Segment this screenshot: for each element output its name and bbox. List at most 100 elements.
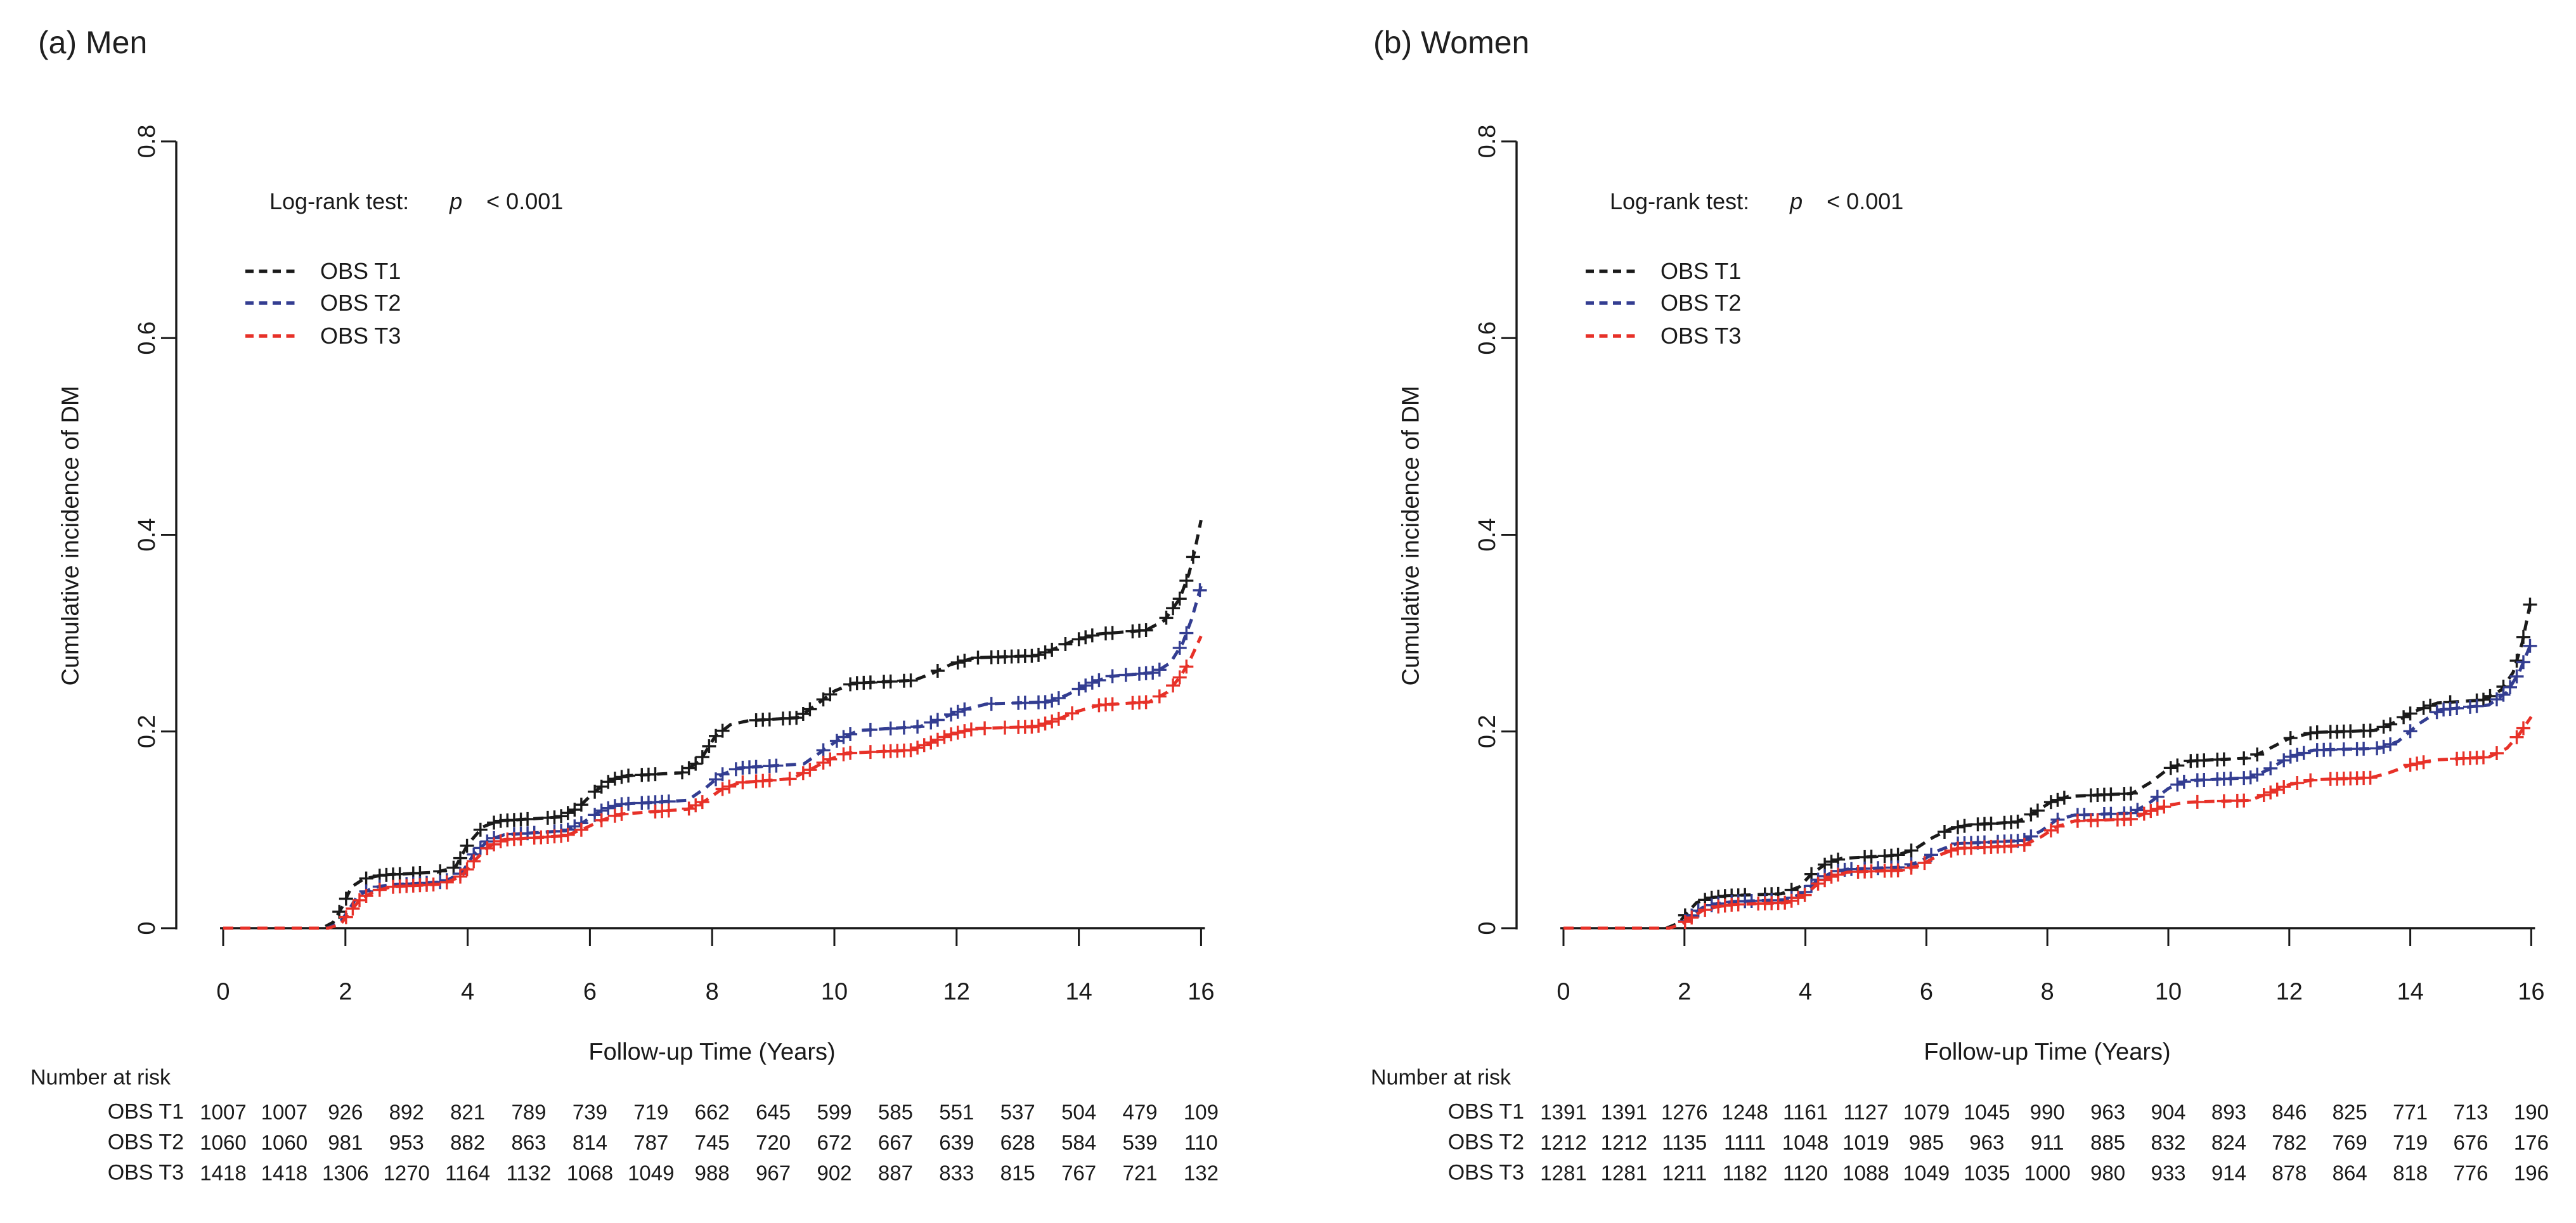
- panel-a-risk-heading: Number at risk: [30, 1065, 171, 1090]
- risk-value: 1120: [1783, 1162, 1828, 1185]
- panel-b-title: (b) Women: [1373, 25, 1530, 60]
- risk-value: 1088: [1842, 1162, 1889, 1185]
- logrank-p-symbol: p: [1790, 188, 1803, 214]
- curve-obs-t3: [1563, 716, 2533, 930]
- risk-value: 1276: [1661, 1101, 1707, 1124]
- censor-plus-path: [1678, 721, 2530, 929]
- censor-marks-obs-t2: [1678, 638, 2537, 928]
- x-tick-label: 2: [339, 978, 352, 1005]
- risk-value: 662: [695, 1101, 730, 1124]
- risk-value: 196: [2514, 1162, 2549, 1185]
- panel-b-y-axis-title: Cumulative incidence of DM: [1397, 385, 1425, 686]
- risk-value: 1000: [2024, 1162, 2070, 1185]
- risk-value: 769: [2333, 1131, 2367, 1155]
- censor-plus-path: [1678, 638, 2537, 928]
- risk-value: 963: [2090, 1101, 2125, 1124]
- risk-value: 833: [939, 1162, 974, 1185]
- y-tick-label: 0.8: [1474, 125, 1501, 159]
- risk-value: 110: [1184, 1131, 1218, 1155]
- risk-value: 825: [2333, 1101, 2367, 1124]
- x-tick-label: 4: [461, 978, 474, 1005]
- x-tick-label: 10: [2155, 978, 2182, 1005]
- risk-value: 892: [389, 1101, 424, 1124]
- panel-a-risk-row-label-t2: OBS T2: [107, 1130, 184, 1155]
- y-tick-label: 0.6: [1474, 321, 1501, 355]
- y-tick-label: 0.2: [134, 715, 160, 748]
- panel-a-title: (a) Men: [38, 25, 148, 60]
- risk-value: 719: [633, 1101, 668, 1124]
- risk-value: 787: [633, 1131, 668, 1155]
- panel-b-risk-row-label-t2: OBS T2: [1447, 1130, 1524, 1155]
- risk-value: 667: [878, 1131, 913, 1155]
- logrank-label: Log-rank test:: [1610, 188, 1750, 214]
- panel-b-logrank: Log-rank test: p < 0.001: [1610, 188, 1903, 215]
- y-tick-label: 0: [1474, 921, 1501, 935]
- risk-value: 985: [1909, 1131, 1944, 1155]
- risk-value: 821: [450, 1101, 485, 1124]
- risk-value: 815: [1000, 1162, 1035, 1185]
- risk-value: 1281: [1540, 1162, 1586, 1185]
- risk-value: 1068: [567, 1162, 613, 1185]
- risk-value: 720: [756, 1131, 791, 1155]
- risk-value: 1035: [1964, 1162, 2010, 1185]
- risk-value: 914: [2211, 1162, 2246, 1185]
- panel-a-legend-label-t3: OBS T3: [320, 323, 401, 349]
- risk-value: 1111: [1724, 1131, 1766, 1155]
- risk-value: 1418: [200, 1162, 246, 1185]
- risk-value: 832: [2151, 1131, 2185, 1155]
- risk-value: 818: [2393, 1162, 2428, 1185]
- panel-a-legend-label-t1: OBS T1: [320, 258, 401, 284]
- risk-value: 789: [511, 1101, 546, 1124]
- panel-b-legend-label-t1: OBS T1: [1660, 258, 1742, 284]
- risk-value: 893: [2211, 1101, 2246, 1124]
- risk-value: 904: [2151, 1101, 2185, 1124]
- risk-value: 846: [2272, 1101, 2307, 1124]
- risk-value: 504: [1061, 1101, 1096, 1124]
- panel-b-legend-label-t3: OBS T3: [1660, 323, 1742, 349]
- panel-a-risk-row-label-t1: OBS T1: [107, 1099, 184, 1124]
- risk-value: 109: [1184, 1101, 1219, 1124]
- panel-b-risk-heading: Number at risk: [1371, 1065, 1511, 1090]
- risk-value: 926: [328, 1101, 363, 1124]
- risk-value: 645: [756, 1101, 791, 1124]
- risk-value: 1161: [1783, 1101, 1828, 1124]
- risk-value: 911: [2031, 1131, 2064, 1155]
- risk-value: 719: [2393, 1131, 2428, 1155]
- x-tick-label: 0: [1557, 978, 1570, 1005]
- risk-value: 713: [2453, 1101, 2488, 1124]
- risk-value: 864: [2333, 1162, 2367, 1185]
- x-tick-label: 14: [1065, 978, 1092, 1005]
- x-tick-label: 16: [1188, 978, 1214, 1005]
- risk-value: 1270: [383, 1162, 429, 1185]
- x-tick-label: 14: [2397, 978, 2423, 1005]
- risk-value: 599: [817, 1101, 851, 1124]
- risk-value: 1048: [1782, 1131, 1828, 1155]
- y-tick-label: 0.8: [134, 125, 160, 159]
- risk-value: 990: [2030, 1101, 2065, 1124]
- risk-value: 628: [1000, 1131, 1035, 1155]
- risk-value: 882: [450, 1131, 485, 1155]
- panel-a-risk-row-label-t3: OBS T3: [107, 1160, 184, 1185]
- risk-value: 988: [695, 1162, 730, 1185]
- risk-value: 902: [817, 1162, 851, 1185]
- risk-value: 1164: [445, 1162, 490, 1185]
- risk-value: 1391: [1540, 1101, 1586, 1124]
- panel-a-x-axis-title: Follow-up Time (Years): [588, 1039, 836, 1066]
- curve-obs-t1: [1563, 598, 2533, 930]
- risk-value: 885: [2090, 1131, 2125, 1155]
- curve-obs-t1: [223, 519, 1203, 930]
- risk-value: 1248: [1721, 1101, 1768, 1124]
- risk-value: 585: [878, 1101, 913, 1124]
- risk-value: 1212: [1601, 1131, 1647, 1155]
- risk-value: 479: [1122, 1101, 1157, 1124]
- y-tick-label: 0: [134, 921, 160, 935]
- risk-value: 953: [389, 1131, 424, 1155]
- logrank-p-value: < 0.001: [486, 188, 564, 214]
- y-tick-label: 0.6: [134, 321, 160, 355]
- risk-value: 776: [2453, 1162, 2488, 1185]
- panel-a-legend-label-t2: OBS T2: [320, 290, 401, 316]
- panel-b-legend-label-t2: OBS T2: [1660, 290, 1742, 316]
- risk-value: 1211: [1662, 1162, 1707, 1185]
